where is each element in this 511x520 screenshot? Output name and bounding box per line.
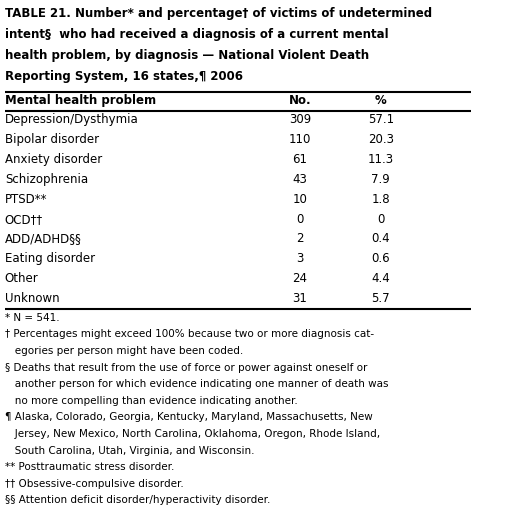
Text: 10: 10 <box>292 193 307 206</box>
Text: egories per person might have been coded.: egories per person might have been coded… <box>5 346 243 356</box>
Text: 7.9: 7.9 <box>371 173 390 186</box>
Text: 0: 0 <box>296 213 304 226</box>
Text: * N = 541.: * N = 541. <box>5 313 59 323</box>
Text: 4.4: 4.4 <box>371 272 390 285</box>
Text: PTSD**: PTSD** <box>5 193 47 206</box>
Text: § Deaths that result from the use of force or power against oneself or: § Deaths that result from the use of for… <box>5 362 367 372</box>
Text: ** Posttraumatic stress disorder.: ** Posttraumatic stress disorder. <box>5 462 174 472</box>
Text: Depression/Dysthymia: Depression/Dysthymia <box>5 113 138 126</box>
Text: OCD††: OCD†† <box>5 213 43 226</box>
Text: 43: 43 <box>292 173 307 186</box>
Text: Unknown: Unknown <box>5 292 59 305</box>
Text: 0.4: 0.4 <box>371 232 390 245</box>
Text: 0.6: 0.6 <box>371 252 390 265</box>
Text: ADD/ADHD§§: ADD/ADHD§§ <box>5 232 82 245</box>
Text: Eating disorder: Eating disorder <box>5 252 95 265</box>
Text: 20.3: 20.3 <box>368 133 394 146</box>
Text: 2: 2 <box>296 232 304 245</box>
Text: 11.3: 11.3 <box>368 153 394 166</box>
Text: Other: Other <box>5 272 38 285</box>
Text: 0: 0 <box>377 213 384 226</box>
Text: §§ Attention deficit disorder/hyperactivity disorder.: §§ Attention deficit disorder/hyperactiv… <box>5 496 270 505</box>
Text: intent§  who had received a diagnosis of a current mental: intent§ who had received a diagnosis of … <box>5 28 388 41</box>
Text: health problem, by diagnosis — National Violent Death: health problem, by diagnosis — National … <box>5 49 369 62</box>
Text: 61: 61 <box>292 153 307 166</box>
Text: Mental health problem: Mental health problem <box>5 94 156 107</box>
Text: TABLE 21. Number* and percentage† of victims of undetermined: TABLE 21. Number* and percentage† of vic… <box>5 7 432 20</box>
Text: no more compelling than evidence indicating another.: no more compelling than evidence indicat… <box>5 396 297 406</box>
Text: Bipolar disorder: Bipolar disorder <box>5 133 99 146</box>
Text: Schizophrenia: Schizophrenia <box>5 173 88 186</box>
Text: 110: 110 <box>289 133 311 146</box>
Text: ¶ Alaska, Colorado, Georgia, Kentucky, Maryland, Massachusetts, New: ¶ Alaska, Colorado, Georgia, Kentucky, M… <box>5 412 373 422</box>
Text: Anxiety disorder: Anxiety disorder <box>5 153 102 166</box>
Text: 57.1: 57.1 <box>368 113 394 126</box>
Text: 24: 24 <box>292 272 307 285</box>
Text: No.: No. <box>289 94 311 107</box>
Text: 3: 3 <box>296 252 304 265</box>
Text: %: % <box>375 94 387 107</box>
Text: 309: 309 <box>289 113 311 126</box>
Text: †† Obsessive-compulsive disorder.: †† Obsessive-compulsive disorder. <box>5 479 183 489</box>
Text: † Percentages might exceed 100% because two or more diagnosis cat-: † Percentages might exceed 100% because … <box>5 329 374 339</box>
Text: Jersey, New Mexico, North Carolina, Oklahoma, Oregon, Rhode Island,: Jersey, New Mexico, North Carolina, Okla… <box>5 429 380 439</box>
Text: Reporting System, 16 states,¶ 2006: Reporting System, 16 states,¶ 2006 <box>5 70 243 83</box>
Text: South Carolina, Utah, Virginia, and Wisconsin.: South Carolina, Utah, Virginia, and Wisc… <box>5 446 254 456</box>
Text: 1.8: 1.8 <box>371 193 390 206</box>
Text: another person for which evidence indicating one manner of death was: another person for which evidence indica… <box>5 379 388 389</box>
Text: 5.7: 5.7 <box>371 292 390 305</box>
Text: 31: 31 <box>292 292 307 305</box>
